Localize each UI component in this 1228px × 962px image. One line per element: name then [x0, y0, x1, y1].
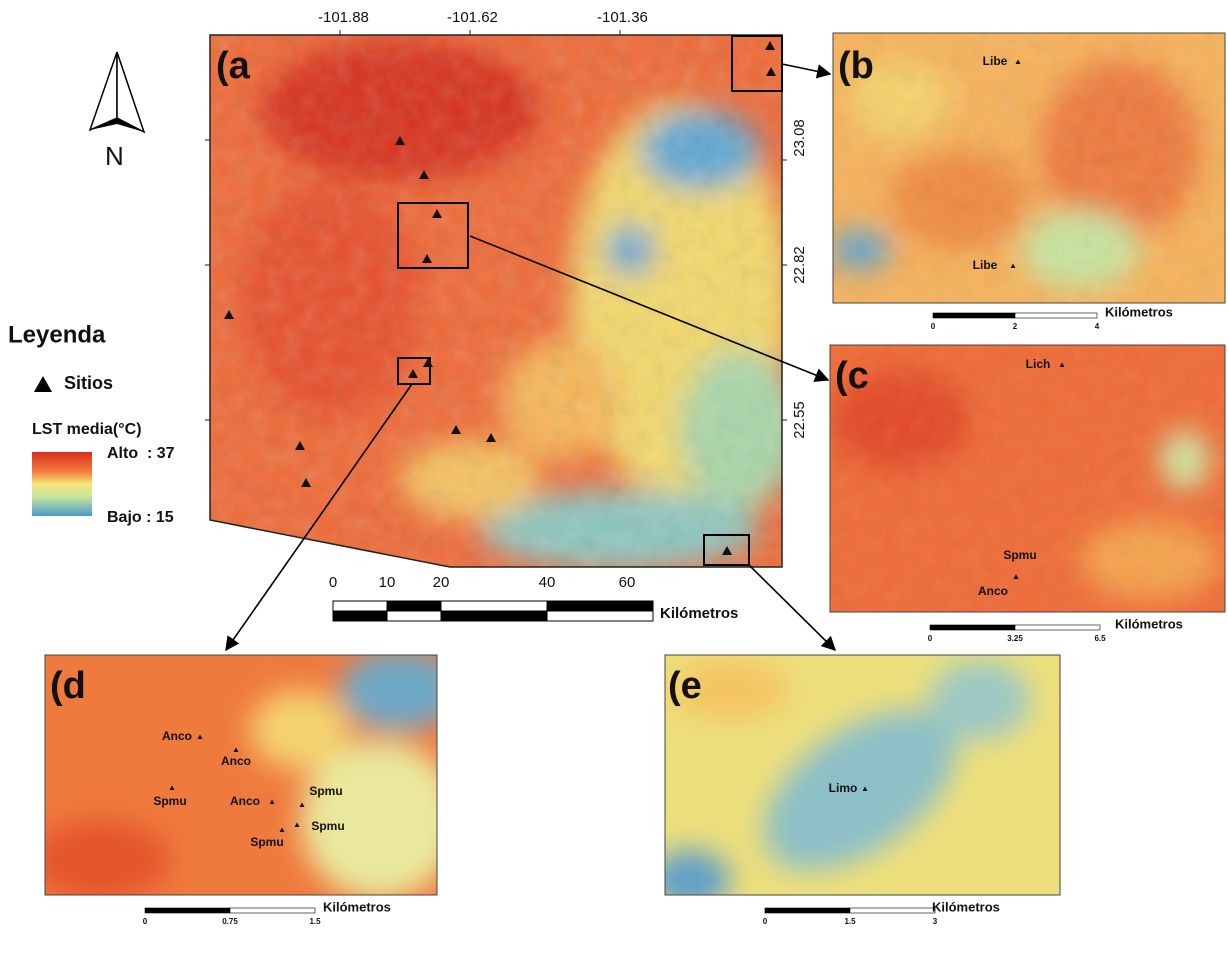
scale-bar: [145, 908, 230, 913]
site-label: Anco: [230, 794, 260, 808]
scale-label: 10: [379, 574, 396, 591]
scale-bar: [930, 625, 1015, 630]
map-a: [210, 35, 800, 570]
site-label: Libe: [983, 54, 1008, 68]
site-label: Spmu: [250, 835, 283, 849]
scale-label: 0: [329, 574, 337, 591]
scale-label: 3.25: [1007, 634, 1023, 643]
legend-title: Leyenda: [8, 321, 106, 348]
panel-label: (c: [835, 355, 869, 397]
scale-label: 0: [763, 917, 768, 926]
lon-label: -101.62: [447, 9, 498, 26]
scale-unit: Kilómetros: [932, 899, 1000, 914]
scale-label: 60: [619, 574, 636, 591]
site-label: Spmu: [309, 784, 342, 798]
scale-label: 1.5: [309, 917, 321, 926]
scale-bar: [1015, 313, 1097, 318]
scale-bar: [933, 313, 1015, 318]
scale-label: 40: [539, 574, 556, 591]
scale-label: 2: [1013, 322, 1018, 331]
site-label: Anco: [221, 754, 251, 768]
scale-bar: [850, 908, 935, 913]
legend-lst: LST media(°C): [32, 421, 142, 438]
site-label: Spmu: [1003, 548, 1036, 562]
scale-bar: [1015, 625, 1100, 630]
lat-label: 22.82: [791, 246, 808, 284]
scale-label: 3: [933, 917, 938, 926]
site-label: Libe: [973, 258, 998, 272]
scale-label: 0.75: [222, 917, 238, 926]
panel-label: (d: [50, 665, 86, 707]
figure: -101.88 -101.62 -101.36 23.08 22.82 22.5…: [0, 0, 1228, 957]
site-label: Spmu: [153, 794, 186, 808]
lat-label: 22.55: [791, 401, 808, 439]
site-label: Spmu: [311, 819, 344, 833]
legend-ramp: [32, 452, 92, 516]
site-label: Lich: [1026, 357, 1051, 371]
site-label: Anco: [978, 584, 1008, 598]
lat-label: 23.08: [791, 119, 808, 157]
scale-bar: [765, 908, 850, 913]
scale-label: 1.5: [844, 917, 856, 926]
legend-high: Alto : 37: [107, 445, 175, 462]
panel-label: (a: [216, 45, 251, 87]
scale-unit: Kilómetros: [323, 899, 391, 914]
site-label: Anco: [162, 729, 192, 743]
scale-label: 0: [928, 634, 933, 643]
scale-unit: Kilómetros: [1105, 304, 1173, 319]
scale-label: 20: [433, 574, 450, 591]
scale-unit: Kilómetros: [1115, 616, 1183, 631]
lon-label: -101.36: [597, 9, 648, 26]
scale-label: 4: [1095, 322, 1100, 331]
legend-sites: Sitios: [64, 373, 113, 393]
scale-unit: Kilómetros: [660, 605, 738, 622]
legend-low: Bajo : 15: [107, 509, 174, 526]
scale-bar: [230, 908, 315, 913]
scale-label: 0: [143, 917, 148, 926]
scale-label: 0: [931, 322, 936, 331]
panel-label: (b: [838, 45, 874, 87]
panel-label: (e: [668, 665, 702, 707]
scale-label: 6.5: [1094, 634, 1106, 643]
lon-label: -101.88: [318, 9, 369, 26]
site-label: Limo: [829, 781, 858, 795]
north-label: N: [105, 141, 124, 171]
